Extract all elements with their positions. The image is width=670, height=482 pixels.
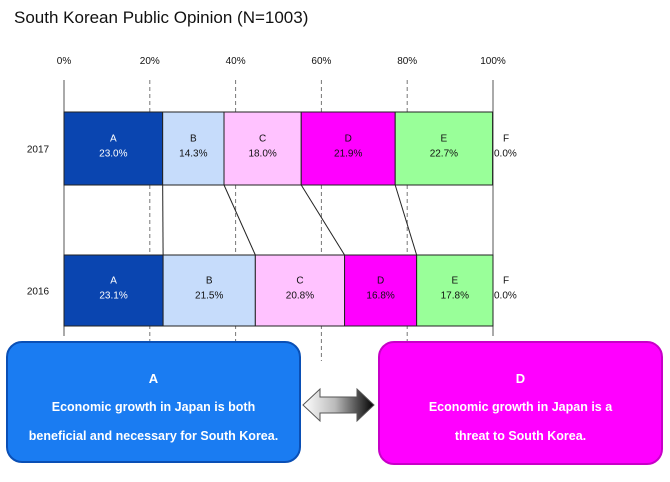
connector-line xyxy=(300,184,345,256)
data-label: 21.9% xyxy=(334,149,362,160)
x-tick-label: 80% xyxy=(397,56,417,67)
bar-segment-a xyxy=(63,254,164,327)
bar-segment-e xyxy=(416,254,494,327)
callout-a-line2: beneficial and necessary for South Korea… xyxy=(28,429,279,443)
x-tick-label: 100% xyxy=(480,56,506,67)
connector-line xyxy=(223,184,256,256)
callout-d-head: D xyxy=(515,371,526,386)
bar-segment-a xyxy=(63,111,164,186)
x-tick-label: 40% xyxy=(226,56,246,67)
segment-name-label: A xyxy=(110,276,117,287)
segment-name-label: B xyxy=(190,134,197,145)
segment-name-label: A xyxy=(110,134,117,145)
segment-name-label: E xyxy=(451,276,458,287)
x-tick-label: 60% xyxy=(311,56,331,67)
data-label: 0.0% xyxy=(494,291,517,302)
segment-name-label: D xyxy=(345,134,352,145)
data-label: 23.0% xyxy=(99,149,127,160)
callout-d-line1: Economic growth in Japan is a xyxy=(428,400,613,414)
segment-name-label: C xyxy=(259,134,266,145)
callout-a: A Economic growth in Japan is both benef… xyxy=(6,341,301,463)
segment-name-label: F xyxy=(503,276,509,287)
data-label: 0.0% xyxy=(494,149,517,160)
bar-segment-b xyxy=(162,111,225,186)
data-label: 18.0% xyxy=(248,149,276,160)
data-label: 22.7% xyxy=(430,149,458,160)
chart-title: South Korean Public Opinion (N=1003) xyxy=(14,8,309,27)
data-label: 14.3% xyxy=(179,149,207,160)
segment-name-label: E xyxy=(441,134,448,145)
bar-segment-c xyxy=(223,111,302,186)
bar-segment-e xyxy=(394,111,494,186)
callout-d: D Economic growth in Japan is a threat t… xyxy=(378,341,663,465)
segment-name-label: F xyxy=(503,134,509,145)
bar-segment-b xyxy=(162,254,256,327)
data-label: 17.8% xyxy=(441,291,469,302)
segment-name-label: C xyxy=(296,276,303,287)
data-label: 23.1% xyxy=(99,291,127,302)
x-tick-label: 0% xyxy=(57,56,72,67)
connector-line xyxy=(394,184,418,256)
data-label: 16.8% xyxy=(366,291,394,302)
callout-d-line2: threat to South Korea. xyxy=(454,429,587,443)
data-label: 20.8% xyxy=(286,291,314,302)
segment-name-label: B xyxy=(206,276,213,287)
callout-a-line1: Economic growth in Japan is both xyxy=(51,400,256,414)
callout-a-head: A xyxy=(148,371,159,386)
category-label: 2017 xyxy=(27,145,50,156)
data-label: 21.5% xyxy=(195,291,223,302)
bar-segment-c xyxy=(254,254,346,327)
bar-segment-d xyxy=(344,254,418,327)
segment-name-label: D xyxy=(377,276,384,287)
category-label: 2016 xyxy=(27,287,50,298)
double-arrow-icon xyxy=(302,387,375,423)
x-tick-label: 20% xyxy=(140,56,160,67)
